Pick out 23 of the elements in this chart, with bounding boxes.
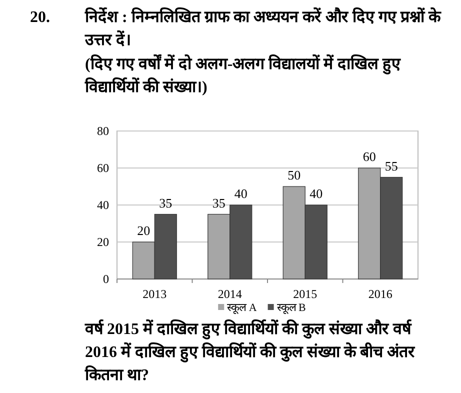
x-tick-label: 2016 — [368, 287, 392, 301]
y-tick-label: 0 — [103, 272, 109, 286]
x-tick-label: 2014 — [218, 287, 242, 301]
text: 20. — [30, 9, 50, 26]
chart-title: निर्देश : निम्नलिखित ग्राफ का अध्ययन करें और दिए गए प्रश्नों के उत्तर दें। — [84, 7, 442, 49]
chart-subtitle: (दिए गए वर्षों में दो अलग-अलग विद्यालयों में दाखिल हुए विद्यार्थियों की संख्या।) — [84, 54, 402, 96]
legend-label: स्कूल B — [276, 302, 306, 315]
text: वर्ष 2015 में दाखिल हुए विद्यार्थियों की कुल संख्या और वर्ष 2016 में दाखिल हुए विद्यार्थियों की कुल संख्या के बीच अंतर कितना था? — [84, 319, 416, 384]
x-tick-label: 2013 — [142, 287, 167, 301]
x-tick-label: 2015 — [293, 287, 318, 301]
y-tick-label: 40 — [97, 198, 109, 212]
legend-label: स्कूल A — [227, 302, 257, 315]
data-label: 55 — [384, 158, 398, 174]
data-label: 35 — [159, 195, 172, 210]
data-label: 35 — [212, 195, 226, 210]
y-tick-label: 80 — [97, 124, 109, 138]
data-label: 40 — [234, 186, 248, 201]
data-label: 40 — [310, 186, 323, 201]
data-label: 50 — [288, 168, 301, 182]
data-label: 20 — [137, 223, 150, 238]
y-tick-label: 20 — [97, 235, 109, 249]
data-label: 60 — [362, 149, 376, 164]
y-tick-label: 60 — [97, 161, 109, 175]
